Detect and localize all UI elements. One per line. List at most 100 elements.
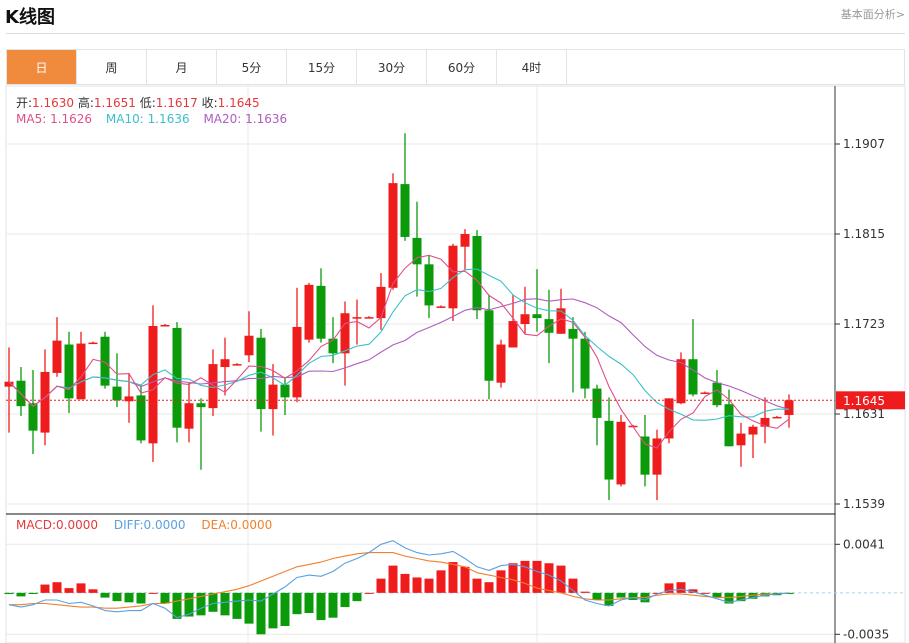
close-label: 收:: [201, 96, 218, 110]
macd-bar-positive: [484, 582, 494, 593]
candle-down: [724, 404, 734, 447]
macd-bar-negative: [616, 592, 626, 598]
page-title: K线图: [5, 7, 55, 28]
candle-down: [256, 337, 266, 410]
candle-down: [400, 184, 410, 237]
tab-30min[interactable]: 30分: [357, 50, 427, 84]
macd-bar-positive: [400, 573, 410, 593]
tab-15min[interactable]: 15分: [287, 50, 357, 84]
candle-up: [268, 384, 278, 410]
macd-bar-positive: [76, 583, 86, 593]
low-value: 1.1617: [155, 96, 198, 110]
macd-bar-negative: [160, 592, 170, 604]
macd-bar-negative: [724, 592, 734, 604]
macd-bar-positive: [148, 592, 158, 594]
diff-value: 0.0000: [143, 518, 186, 532]
macd-info: MACD:0.0000 DIFF:0.0000 DEA:0.0000: [16, 518, 272, 532]
macd-bar-positive: [532, 560, 542, 593]
ma10-value: 1.1636: [147, 112, 190, 126]
macd-label: MACD:: [16, 518, 57, 532]
candle-up: [244, 335, 254, 356]
tab-day[interactable]: 日: [7, 50, 77, 84]
open-label: 开:: [16, 96, 33, 110]
macd-bar-negative: [100, 592, 110, 598]
macd-bar-negative: [340, 592, 350, 608]
fundamental-analysis-link[interactable]: 基本面分析>: [840, 8, 905, 21]
macd-bar-positive: [436, 570, 446, 593]
chart-frame: [5, 85, 906, 643]
ma5-value: 1.1626: [50, 112, 93, 126]
candle-up: [676, 359, 686, 404]
macd-bar-negative: [280, 592, 290, 627]
price-tick-label: 1.1631: [843, 407, 885, 421]
candle-down: [172, 327, 182, 428]
tab-week[interactable]: 周: [77, 50, 147, 84]
candle-down: [580, 338, 590, 389]
macd-bar-negative: [352, 592, 362, 602]
candle-up: [160, 324, 170, 327]
tab-4hour[interactable]: 4时: [497, 50, 567, 84]
macd-bar-negative: [184, 592, 194, 617]
candle-up: [436, 306, 446, 308]
candle-up: [88, 342, 98, 345]
macd-bar-negative: [28, 592, 38, 595]
macd-bar-negative: [748, 592, 758, 599]
macd-bar-positive: [544, 563, 554, 593]
macd-bar-negative: [736, 592, 746, 602]
candle-down: [328, 338, 338, 354]
candle-up: [496, 344, 506, 383]
candle-down: [688, 359, 698, 395]
price-tick-label: 1.1815: [843, 227, 885, 241]
high-value: 1.1651: [93, 96, 136, 110]
dea-label: DEA:: [201, 518, 231, 532]
macd-bar-negative: [112, 592, 122, 602]
ma-info: MA5: 1.1626 MA10: 1.1636 MA20: 1.1636: [16, 112, 287, 126]
price-tick-label: 1.1539: [843, 497, 885, 511]
candle-up: [664, 398, 674, 439]
macd-bar-negative: [760, 592, 770, 597]
candle-up: [748, 426, 758, 435]
ma10-label: MA10:: [105, 112, 144, 126]
candle-up: [304, 284, 314, 340]
macd-bar-positive: [652, 592, 662, 594]
macd-bar-negative: [172, 592, 182, 619]
diff-line: [8, 540, 790, 619]
candle-up: [148, 325, 158, 444]
macd-bar-negative: [256, 592, 266, 635]
macd-bar-positive: [460, 566, 470, 593]
macd-bar-positive: [580, 591, 590, 593]
candle-up: [772, 416, 782, 419]
candle-up: [556, 308, 566, 334]
candle-down: [472, 235, 482, 311]
current-price-label: 1.1645: [843, 394, 885, 408]
tab-60min[interactable]: 60分: [427, 50, 497, 84]
candle-up: [460, 234, 470, 247]
ma20-label: MA20:: [203, 112, 242, 126]
macd-bar-negative: [136, 592, 146, 604]
candle-up: [760, 417, 770, 427]
ma5-line: [8, 254, 790, 449]
close-value: 1.1645: [217, 96, 260, 110]
macd-bar-negative: [196, 592, 206, 616]
candle-up: [292, 326, 302, 398]
macd-bar-positive: [664, 583, 674, 593]
current-price-badge: [836, 391, 905, 410]
tab-month[interactable]: 月: [147, 50, 217, 84]
candle-down: [568, 328, 578, 339]
tab-5min[interactable]: 5分: [217, 50, 287, 84]
ohlc-info: 开:1.1630 高:1.1651 低:1.1617 收:1.1645: [16, 94, 260, 111]
macd-bar-positive: [64, 588, 74, 593]
candle-up: [784, 400, 794, 415]
candle-down: [64, 344, 74, 399]
candle-up: [616, 421, 626, 485]
ma5-label: MA5:: [16, 112, 47, 126]
macd-bar-positive: [364, 592, 374, 594]
macd-bar-negative: [208, 592, 218, 612]
macd-bar-positive: [700, 592, 710, 594]
ma20-value: 1.1636: [245, 112, 288, 126]
candle-up: [364, 317, 374, 319]
candle-up: [736, 433, 746, 446]
macd-bar-positive: [520, 560, 530, 593]
candle-down: [316, 285, 326, 339]
